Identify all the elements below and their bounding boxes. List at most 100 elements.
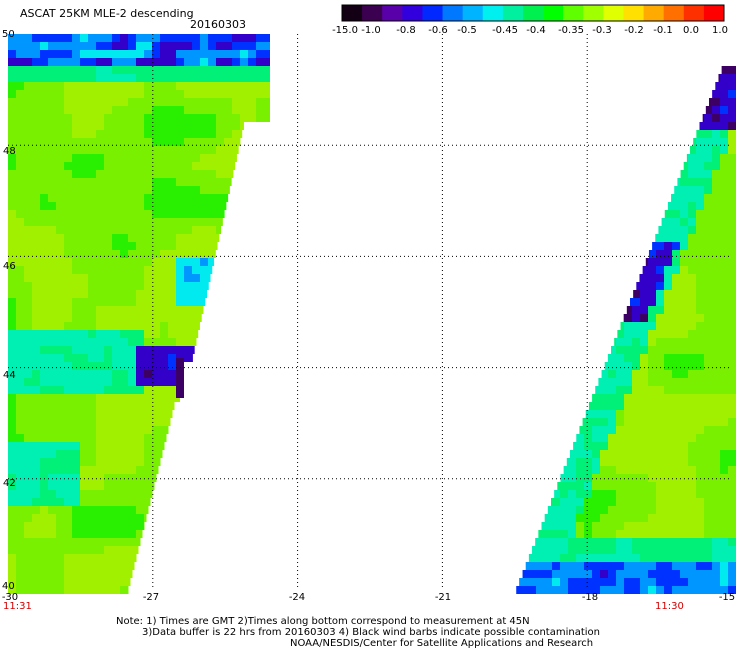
wind-cell bbox=[680, 562, 688, 570]
wind-cell bbox=[112, 378, 120, 386]
wind-cell bbox=[72, 450, 80, 458]
wind-cell bbox=[160, 258, 168, 266]
wind-cell bbox=[120, 122, 128, 130]
wind-cell bbox=[616, 458, 624, 466]
wind-cell bbox=[96, 170, 104, 178]
wind-cell bbox=[96, 314, 104, 322]
wind-cell bbox=[712, 426, 720, 434]
wind-cell bbox=[152, 394, 160, 402]
wind-cell bbox=[672, 226, 680, 234]
wind-cell bbox=[8, 186, 16, 194]
wind-cell bbox=[592, 514, 600, 522]
wind-cell bbox=[699, 122, 704, 130]
wind-cell bbox=[128, 186, 136, 194]
wind-cell bbox=[88, 106, 96, 114]
wind-cell bbox=[80, 434, 88, 442]
wind-cell bbox=[696, 242, 704, 250]
wind-cell bbox=[648, 530, 656, 538]
lat-label-42: 42 bbox=[3, 478, 16, 489]
wind-cell bbox=[184, 50, 192, 58]
wind-cell bbox=[563, 466, 568, 474]
wind-cell bbox=[152, 138, 160, 146]
wind-cell bbox=[80, 386, 88, 394]
wind-cell bbox=[568, 458, 576, 466]
wind-cell bbox=[576, 498, 584, 506]
wind-cell bbox=[64, 34, 72, 42]
wind-cell bbox=[208, 138, 216, 146]
wind-cell bbox=[8, 122, 16, 130]
wind-cell bbox=[672, 402, 680, 410]
wind-cell bbox=[720, 314, 728, 322]
wind-cell bbox=[584, 418, 592, 426]
wind-cell bbox=[144, 410, 152, 418]
wind-cell bbox=[192, 322, 200, 330]
wind-cell bbox=[600, 514, 608, 522]
wind-cell bbox=[608, 370, 616, 378]
wind-cell bbox=[720, 106, 728, 114]
wind-cell bbox=[64, 290, 72, 298]
wind-cell bbox=[585, 410, 592, 418]
wind-cell bbox=[208, 122, 216, 130]
wind-cell bbox=[40, 162, 48, 170]
wind-cell bbox=[80, 50, 88, 58]
wind-cell bbox=[80, 378, 88, 386]
wind-cell bbox=[104, 298, 112, 306]
wind-cell bbox=[56, 250, 64, 258]
wind-cell bbox=[56, 242, 64, 250]
wind-cell bbox=[112, 242, 120, 250]
wind-cell bbox=[112, 458, 120, 466]
wind-cell bbox=[176, 210, 184, 218]
wind-cell bbox=[104, 146, 112, 154]
wind-cell bbox=[16, 578, 24, 586]
wind-cell bbox=[64, 546, 72, 554]
wind-cell bbox=[24, 466, 32, 474]
wind-cell bbox=[80, 178, 88, 186]
wind-cell bbox=[88, 378, 96, 386]
wind-cell bbox=[640, 434, 648, 442]
wind-cell bbox=[624, 386, 632, 394]
wind-cell bbox=[104, 282, 112, 290]
wind-cell bbox=[160, 42, 168, 50]
wind-cell bbox=[720, 546, 728, 554]
wind-cell bbox=[144, 402, 152, 410]
wind-cell bbox=[672, 306, 680, 314]
wind-cell bbox=[152, 122, 160, 130]
wind-cell bbox=[144, 74, 152, 82]
wind-cell bbox=[88, 346, 96, 354]
wind-cell bbox=[176, 162, 184, 170]
colorbar-swatch bbox=[362, 5, 383, 21]
wind-cell bbox=[16, 506, 24, 514]
wind-cell bbox=[600, 522, 608, 530]
wind-cell bbox=[96, 410, 104, 418]
wind-cell bbox=[656, 330, 664, 338]
wind-cell bbox=[248, 58, 256, 66]
wind-cell bbox=[160, 82, 168, 90]
wind-cell bbox=[56, 482, 64, 490]
wind-cell bbox=[728, 98, 736, 106]
wind-cell bbox=[568, 522, 576, 530]
wind-cell bbox=[624, 314, 632, 322]
wind-cell bbox=[168, 226, 176, 234]
wind-cell bbox=[720, 530, 728, 538]
wind-cell bbox=[672, 298, 680, 306]
wind-cell bbox=[648, 290, 656, 298]
wind-cell bbox=[8, 234, 16, 242]
wind-cell bbox=[688, 266, 696, 274]
wind-cell bbox=[728, 394, 736, 402]
wind-cell bbox=[128, 202, 136, 210]
wind-cell bbox=[32, 562, 40, 570]
wind-cell bbox=[720, 570, 728, 578]
wind-cell bbox=[144, 490, 152, 498]
wind-cell bbox=[8, 202, 16, 210]
wind-cell bbox=[72, 458, 80, 466]
wind-cell bbox=[616, 426, 624, 434]
wind-cell bbox=[672, 562, 680, 570]
wind-cell bbox=[144, 346, 152, 354]
wind-cell bbox=[16, 482, 24, 490]
wind-cell bbox=[712, 122, 720, 130]
wind-cell bbox=[656, 570, 664, 578]
wind-cell bbox=[72, 418, 80, 426]
wind-cell bbox=[120, 474, 128, 482]
wind-cell bbox=[112, 210, 120, 218]
wind-cell bbox=[208, 202, 216, 210]
